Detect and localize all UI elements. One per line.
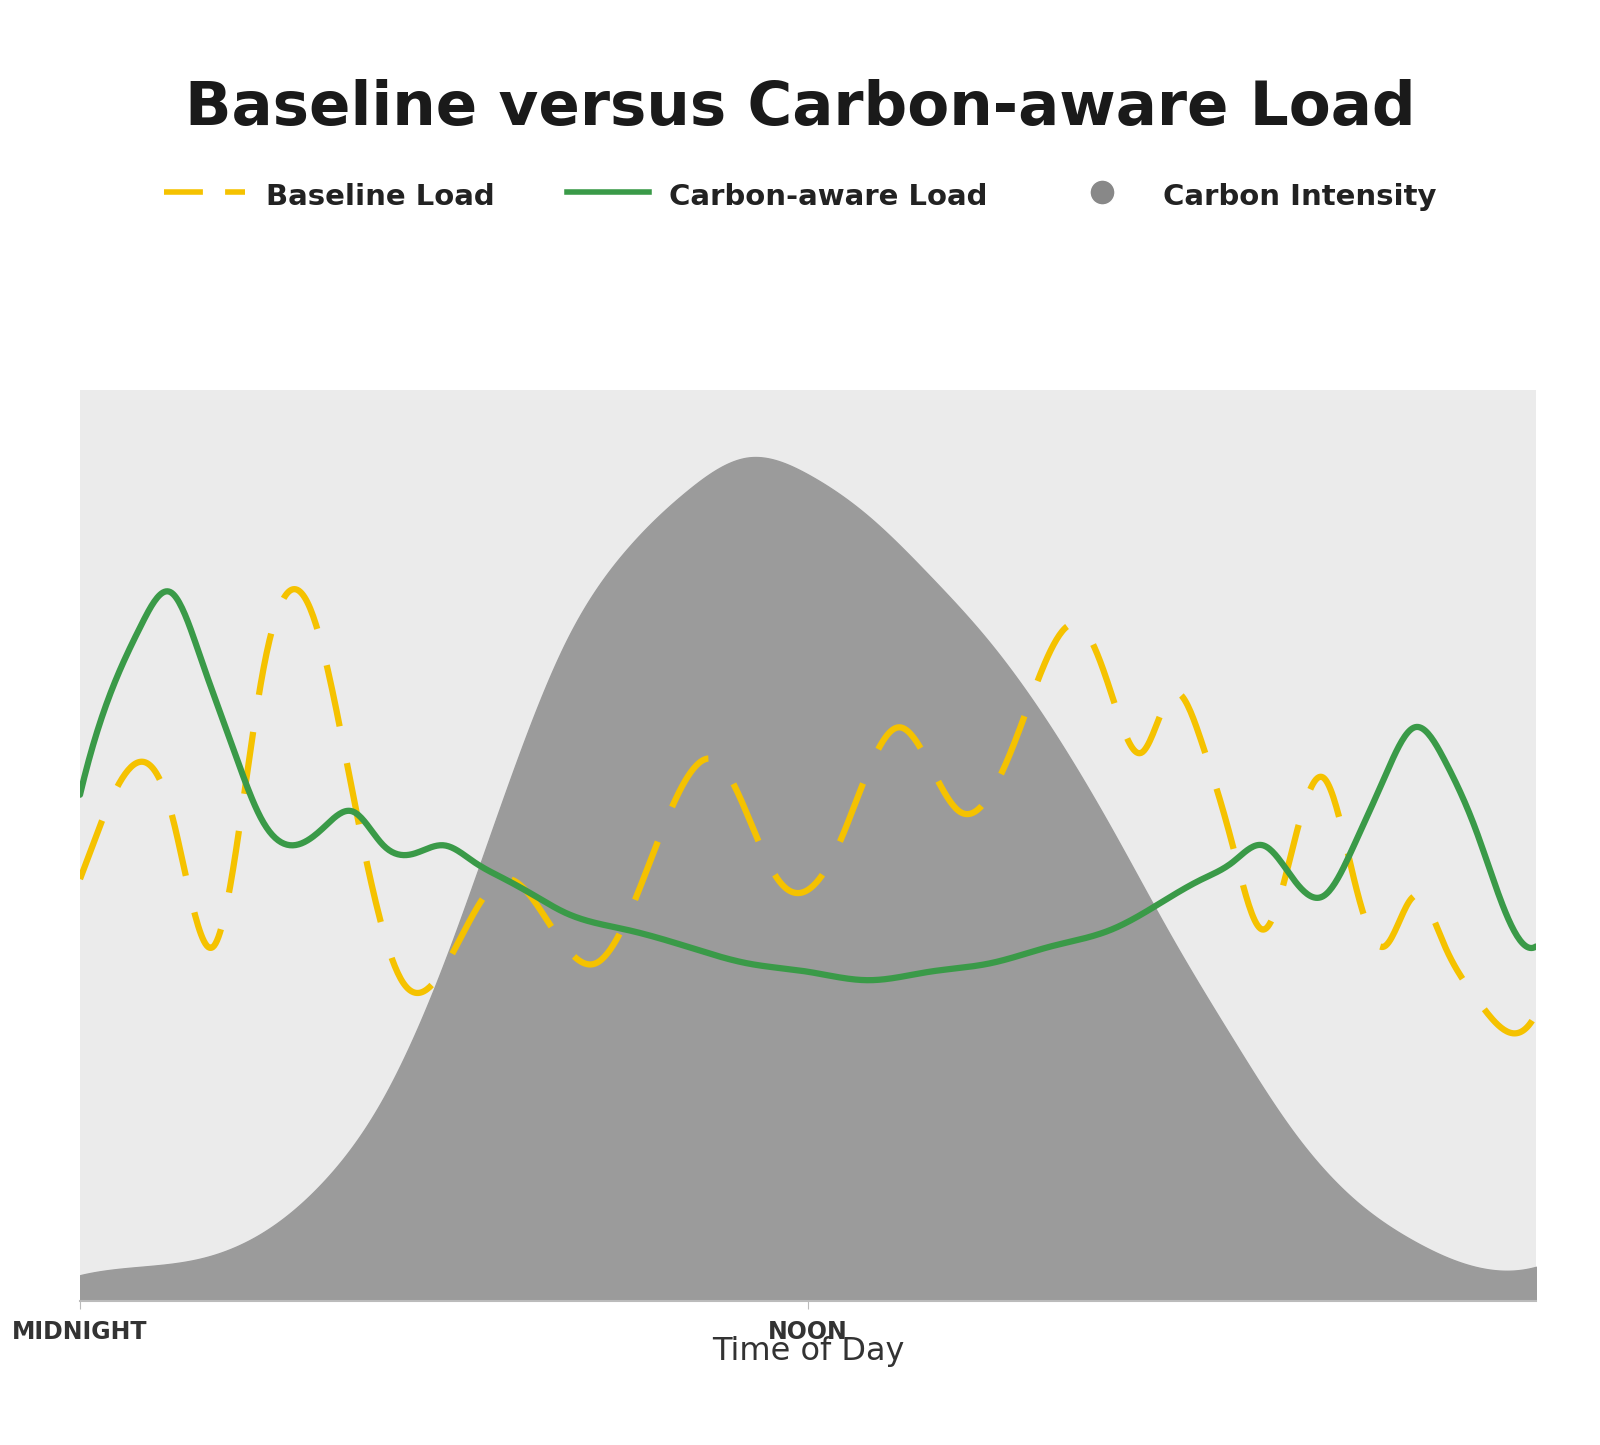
Legend: Baseline Load, Carbon-aware Load, Carbon Intensity: Baseline Load, Carbon-aware Load, Carbon…: [152, 166, 1448, 225]
Text: Baseline versus Carbon-aware Load: Baseline versus Carbon-aware Load: [184, 79, 1416, 139]
Text: Time of Day: Time of Day: [712, 1335, 904, 1367]
